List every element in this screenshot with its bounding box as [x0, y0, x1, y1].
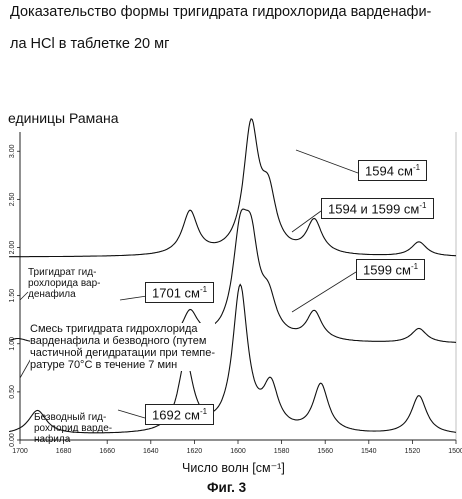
x-tick-label-1700: 1700 — [12, 448, 28, 455]
y-tick-label-3.00: 3.00 — [9, 144, 16, 158]
x-tick-label-1580: 1580 — [274, 448, 290, 455]
leader-line-6 — [20, 292, 28, 300]
leader-line-5 — [118, 410, 145, 418]
x-tick-label-1500: 1500 — [448, 448, 462, 455]
trace-label-mixture: Смесь тригидрата гидрохлорида варденафил… — [30, 323, 215, 371]
leader-line-1 — [296, 150, 358, 173]
x-tick-label-1660: 1660 — [99, 448, 115, 455]
annotation-1594: 1594 см-1 — [358, 160, 427, 181]
annotation-1599: 1599 см-1 — [356, 259, 425, 280]
leader-line-4 — [120, 296, 147, 300]
figure-caption: Фиг. 3 — [207, 480, 246, 495]
x-tick-label-1640: 1640 — [143, 448, 159, 455]
y-tick-label-0.50: 0.50 — [9, 385, 16, 399]
x-tick-label-1520: 1520 — [405, 448, 421, 455]
y-tick-label-1.50: 1.50 — [9, 289, 16, 303]
x-tick-label-1600: 1600 — [230, 448, 246, 455]
annotation-1701: 1701 см-1 — [145, 282, 214, 303]
series-line-1 — [9, 119, 456, 257]
y-tick-label-2.50: 2.50 — [9, 192, 16, 206]
x-tick-label-1620: 1620 — [187, 448, 203, 455]
annotation-1692: 1692 см-1 — [145, 404, 214, 425]
trace-label-trihydrate: Тригидрат гид- рохлорида вар- денафила — [28, 267, 101, 300]
x-tick-label-1560: 1560 — [317, 448, 333, 455]
x-tick-label-1680: 1680 — [56, 448, 72, 455]
annotation-1594-1599: 1594 и 1599 см-1 — [321, 198, 434, 219]
y-tick-label-0.00: 0.00 — [9, 433, 16, 447]
x-axis-title: Число волн [см⁻¹] — [182, 460, 285, 475]
y-tick-label-2.00: 2.00 — [9, 241, 16, 255]
trace-label-anhydrous: Безводный гид- рохлорид варде- нафила — [34, 412, 112, 445]
x-tick-label-1540: 1540 — [361, 448, 377, 455]
leader-line-3 — [292, 272, 356, 312]
